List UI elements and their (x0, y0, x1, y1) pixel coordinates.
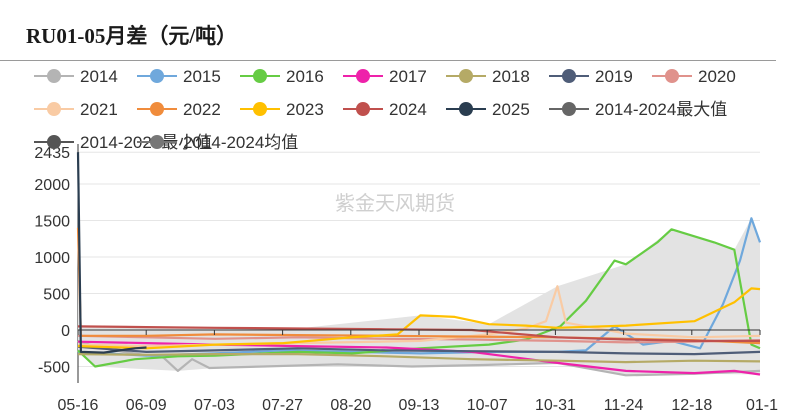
y-tick-label: 2000 (34, 177, 70, 194)
legend-label: 2021 (80, 100, 118, 119)
x-tick-label: 08-20 (330, 397, 371, 414)
x-tick-label: 12-18 (671, 397, 712, 414)
chart-title: RU01-05月差（元/吨） (26, 24, 238, 48)
legend-swatch-dot (253, 102, 267, 116)
legend-label: 2020 (698, 67, 736, 86)
legend-label: 2015 (183, 67, 221, 86)
legend-swatch-dot (47, 69, 61, 83)
watermark: 紫金天风期货 (335, 192, 455, 215)
legend-swatch-dot (665, 69, 679, 83)
legend-label: 2022 (183, 100, 221, 119)
legend-swatch-dot (150, 69, 164, 83)
legend-swatch-dot (459, 69, 473, 83)
x-tick-label: 07-03 (194, 397, 235, 414)
legend-swatch-dot (150, 135, 164, 149)
min-max-band (78, 218, 760, 376)
legend-label: 2017 (389, 67, 427, 86)
legend-label: 2014 (80, 67, 118, 86)
series-line-2019 (77, 345, 761, 356)
legend-label: 2018 (492, 67, 530, 86)
x-tick-label: 09-13 (399, 397, 440, 414)
series-line-2015 (77, 217, 762, 357)
x-tick-label: 10-31 (535, 397, 576, 414)
x-tick-label: 11-24 (604, 397, 644, 414)
x-tick-label: 06-09 (126, 397, 167, 414)
legend-swatch-dot (47, 135, 61, 149)
title-divider (0, 60, 776, 61)
series-line-2023 (77, 287, 761, 350)
series-line-2018 (77, 353, 761, 364)
legend-label: 2014-2024均值 (183, 133, 298, 152)
y-tick-label: 1500 (34, 214, 70, 231)
legend-swatch-dot (47, 102, 61, 116)
x-tick-label: 05-16 (58, 397, 99, 414)
series-line-2016 (77, 228, 761, 368)
legend-label: 2019 (595, 67, 633, 86)
y-tick-label: 0 (61, 323, 70, 340)
legend-label: 2024 (389, 100, 427, 119)
y-tick-label: 2435 (34, 145, 70, 162)
legend-swatch-dot (562, 69, 576, 83)
legend-swatch-dot (562, 102, 576, 116)
x-tick-label: 01-1 (746, 397, 778, 414)
legend-swatch-dot (356, 102, 370, 116)
y-tick-label: 1000 (34, 250, 70, 267)
legend-swatch-dot (253, 69, 267, 83)
legend-label: 2016 (286, 67, 324, 86)
y-tick-label: -500 (38, 360, 70, 377)
x-tick-label: 10-07 (467, 397, 508, 414)
x-tick-label: 07-27 (262, 397, 303, 414)
series-line-2025 (76, 152, 147, 354)
y-tick-label: 500 (43, 287, 70, 304)
legend-swatch-dot (150, 102, 164, 116)
legend-swatch-dot (459, 102, 473, 116)
legend-swatch-dot (356, 69, 370, 83)
legend-label: 2023 (286, 100, 324, 119)
legend-label: 2014-2024最大值 (595, 100, 727, 119)
legend-label: 2025 (492, 100, 530, 119)
